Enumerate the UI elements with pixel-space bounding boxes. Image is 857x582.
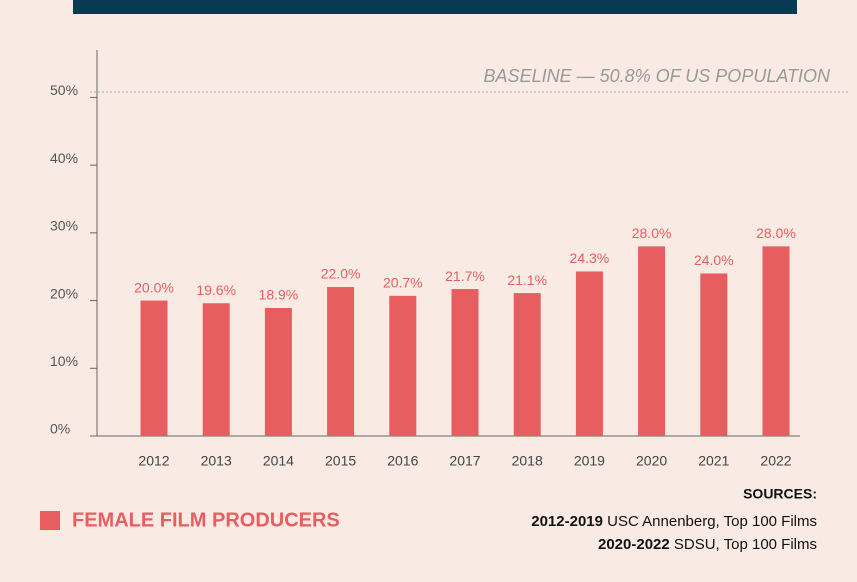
header-bar bbox=[73, 0, 797, 14]
bar bbox=[327, 287, 355, 436]
bar bbox=[140, 300, 168, 436]
y-tick-label: 50% bbox=[50, 82, 78, 98]
source-text: USC Annenberg, Top 100 Films bbox=[603, 513, 817, 530]
source-years: 2012-2019 bbox=[531, 513, 603, 530]
value-label: 22.0% bbox=[321, 266, 361, 282]
bar bbox=[264, 308, 292, 436]
x-tick-label: 2015 bbox=[325, 453, 356, 469]
value-label: 24.0% bbox=[694, 252, 734, 268]
bar bbox=[202, 303, 230, 436]
x-tick-label: 2021 bbox=[698, 453, 729, 469]
bar bbox=[638, 246, 666, 436]
source-line: 2020-2022 SDSU, Top 100 Films bbox=[598, 536, 817, 553]
legend-label: FEMALE FILM PRODUCERS bbox=[72, 509, 340, 531]
y-tick-label: 40% bbox=[50, 150, 78, 166]
sources-title: SOURCES: bbox=[743, 486, 817, 502]
bar bbox=[389, 295, 417, 436]
x-tick-label: 2014 bbox=[263, 453, 294, 469]
value-label: 21.7% bbox=[445, 268, 485, 284]
value-label: 20.0% bbox=[134, 279, 174, 295]
x-tick-label: 2013 bbox=[201, 453, 232, 469]
source-line: 2012-2019 USC Annenberg, Top 100 Films bbox=[531, 513, 817, 530]
x-tick-label: 2020 bbox=[636, 453, 667, 469]
value-label: 28.0% bbox=[632, 225, 672, 241]
x-tick-label: 2017 bbox=[449, 453, 480, 469]
y-tick-label: 0% bbox=[50, 421, 70, 437]
y-tick-label: 20% bbox=[50, 285, 78, 301]
value-label: 24.3% bbox=[570, 250, 610, 266]
x-tick-label: 2019 bbox=[574, 453, 605, 469]
value-label: 21.1% bbox=[507, 272, 547, 288]
x-tick-label: 2018 bbox=[512, 453, 543, 469]
source-years: 2020-2022 bbox=[598, 536, 670, 553]
x-tick-label: 2022 bbox=[760, 453, 791, 469]
value-label: 28.0% bbox=[756, 225, 796, 241]
bar bbox=[762, 246, 790, 436]
legend-swatch bbox=[40, 511, 60, 530]
value-label: 19.6% bbox=[196, 282, 236, 298]
x-tick-label: 2016 bbox=[387, 453, 418, 469]
x-tick-label: 2012 bbox=[138, 453, 169, 469]
value-label: 20.7% bbox=[383, 275, 423, 291]
bar bbox=[700, 273, 728, 436]
source-text: SDSU, Top 100 Films bbox=[670, 536, 817, 553]
y-tick-label: 10% bbox=[50, 353, 78, 369]
y-tick-label: 30% bbox=[50, 218, 78, 234]
bar bbox=[451, 289, 479, 436]
bar bbox=[513, 293, 541, 436]
bar bbox=[575, 271, 603, 436]
baseline-annotation: BASELINE — 50.8% OF US POPULATION bbox=[484, 66, 831, 86]
value-label: 18.9% bbox=[259, 287, 299, 303]
